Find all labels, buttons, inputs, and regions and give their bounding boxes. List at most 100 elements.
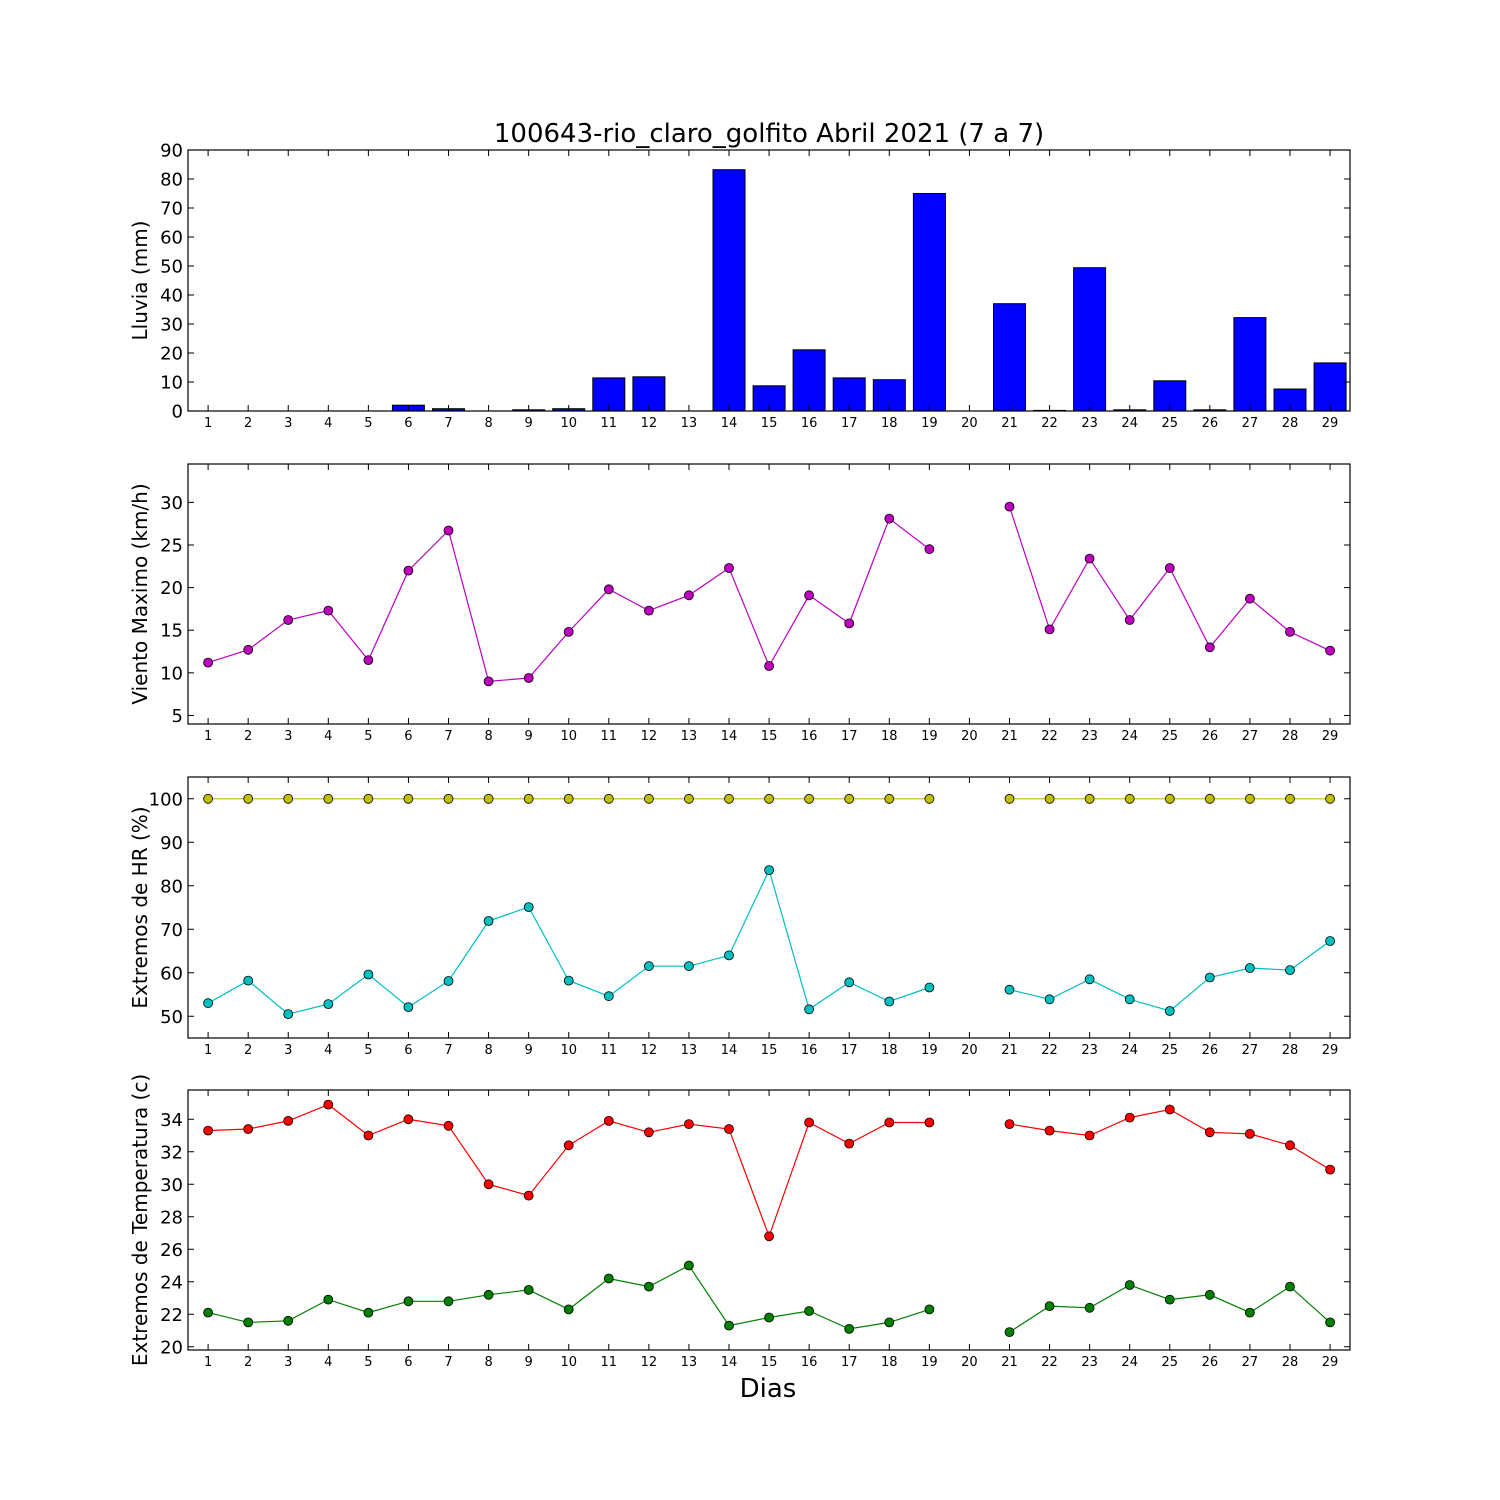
point-s1-day-22 xyxy=(1044,1125,1055,1136)
x-tick-label: 25 xyxy=(1162,1355,1179,1370)
x-tick-label: 11 xyxy=(601,729,618,744)
x-tick-label: 27 xyxy=(1242,1355,1259,1370)
x-tick-label: 23 xyxy=(1081,1043,1098,1058)
y-tick-label: 20 xyxy=(160,578,183,599)
y-axis-label: Lluvia (mm) xyxy=(128,221,152,341)
x-tick-label: 4 xyxy=(324,416,332,431)
x-tick-label: 21 xyxy=(1001,729,1018,744)
point-s1-day-4 xyxy=(323,793,334,804)
point-s1-day-25 xyxy=(1164,563,1175,573)
y-tick-label: 80 xyxy=(160,170,183,191)
point-s2-day-2 xyxy=(243,975,254,986)
x-tick-label: 6 xyxy=(404,1043,412,1058)
x-tick-label: 24 xyxy=(1121,729,1138,744)
point-s1-day-16 xyxy=(804,590,814,601)
point-s1-day-8 xyxy=(483,1179,494,1190)
point-s1-day-28 xyxy=(1285,627,1295,637)
x-tick-label: 27 xyxy=(1242,729,1259,744)
point-s2-day-19 xyxy=(924,982,935,993)
series-2-line-2 xyxy=(1009,940,1331,1012)
point-s1-day-12 xyxy=(644,605,654,616)
point-s2-day-28 xyxy=(1285,965,1295,975)
x-tick-label: 12 xyxy=(641,416,658,431)
point-s1-day-6 xyxy=(403,1114,414,1125)
point-s1-day-23 xyxy=(1084,553,1095,564)
point-s2-day-24 xyxy=(1124,1280,1135,1290)
point-s1-day-7 xyxy=(443,1120,454,1131)
point-s2-day-4 xyxy=(323,1294,334,1305)
x-tick-label: 1 xyxy=(204,1355,212,1370)
y-tick-label: 30 xyxy=(160,315,183,336)
bar-day-14 xyxy=(712,169,746,412)
point-s2-day-1 xyxy=(203,998,214,1009)
x-tick-label: 14 xyxy=(721,1043,738,1058)
x-tick-label: 5 xyxy=(364,416,372,431)
x-tick-label: 1 xyxy=(204,729,212,744)
point-s1-day-27 xyxy=(1245,793,1255,804)
x-tick-label: 7 xyxy=(444,416,452,431)
x-tick-label: 8 xyxy=(484,416,492,431)
x-tick-label: 15 xyxy=(761,1043,778,1058)
point-s1-day-23 xyxy=(1084,793,1095,804)
point-s1-day-28 xyxy=(1285,793,1295,804)
point-s2-day-17 xyxy=(844,1324,855,1334)
y-tick-label: 24 xyxy=(160,1272,183,1293)
point-s1-day-9 xyxy=(523,1190,534,1201)
point-s2-day-29 xyxy=(1325,936,1335,946)
y-tick-label: 40 xyxy=(160,286,183,307)
point-s2-day-27 xyxy=(1245,1307,1255,1318)
point-s1-day-3 xyxy=(283,793,294,804)
y-tick-label: 5 xyxy=(172,706,183,727)
x-tick-label: 20 xyxy=(961,416,978,431)
point-s1-day-24 xyxy=(1124,615,1135,625)
y-tick-label: 34 xyxy=(160,1110,183,1131)
x-tick-label: 28 xyxy=(1282,1355,1299,1370)
x-tick-label: 12 xyxy=(641,1043,658,1058)
x-tick-label: 17 xyxy=(841,416,858,431)
point-s1-day-18 xyxy=(884,1117,895,1128)
point-s1-day-5 xyxy=(363,1130,374,1141)
point-s2-day-4 xyxy=(323,999,334,1009)
bar-day-27 xyxy=(1233,317,1267,412)
y-tick-label: 25 xyxy=(160,535,183,556)
point-s1-day-19 xyxy=(924,544,935,555)
point-s1-day-26 xyxy=(1204,1127,1215,1138)
point-s2-day-25 xyxy=(1164,1006,1175,1016)
y-tick-label: 70 xyxy=(160,920,183,941)
point-s1-day-22 xyxy=(1044,793,1055,804)
y-tick-label: 50 xyxy=(160,1007,183,1028)
x-tick-label: 19 xyxy=(921,416,938,431)
point-s1-day-9 xyxy=(523,793,534,804)
point-s1-day-5 xyxy=(363,655,374,665)
x-tick-label: 20 xyxy=(961,729,978,744)
x-tick-label: 4 xyxy=(324,729,332,744)
x-tick-label: 16 xyxy=(801,729,818,744)
y-tick-label: 60 xyxy=(160,963,183,984)
y-tick-label: 10 xyxy=(160,373,183,394)
x-tick-label: 3 xyxy=(284,729,292,744)
y-tick-label: 0 xyxy=(172,402,183,423)
x-tick-label: 27 xyxy=(1242,1043,1259,1058)
point-s2-day-3 xyxy=(283,1315,294,1326)
x-tick-label: 7 xyxy=(444,1043,452,1058)
y-tick-label: 22 xyxy=(160,1305,183,1326)
x-tick-label: 16 xyxy=(801,1355,818,1370)
x-tick-label: 17 xyxy=(841,1043,858,1058)
y-tick-label: 20 xyxy=(160,344,183,365)
x-tick-label: 27 xyxy=(1242,416,1259,431)
point-s1-day-25 xyxy=(1164,1104,1175,1115)
x-tick-label: 23 xyxy=(1081,729,1098,744)
point-s1-day-7 xyxy=(443,793,454,804)
y-tick-label: 28 xyxy=(160,1207,183,1228)
point-s1-day-19 xyxy=(924,1117,935,1128)
point-s2-day-7 xyxy=(443,1296,454,1307)
point-s1-day-16 xyxy=(804,793,814,804)
x-tick-label: 9 xyxy=(525,729,533,744)
x-tick-label: 26 xyxy=(1202,1043,1219,1058)
x-tick-label: 12 xyxy=(641,1355,658,1370)
x-axis-label: Dias xyxy=(740,1374,797,1404)
x-tick-label: 1 xyxy=(204,416,212,431)
point-s1-day-3 xyxy=(283,615,294,625)
